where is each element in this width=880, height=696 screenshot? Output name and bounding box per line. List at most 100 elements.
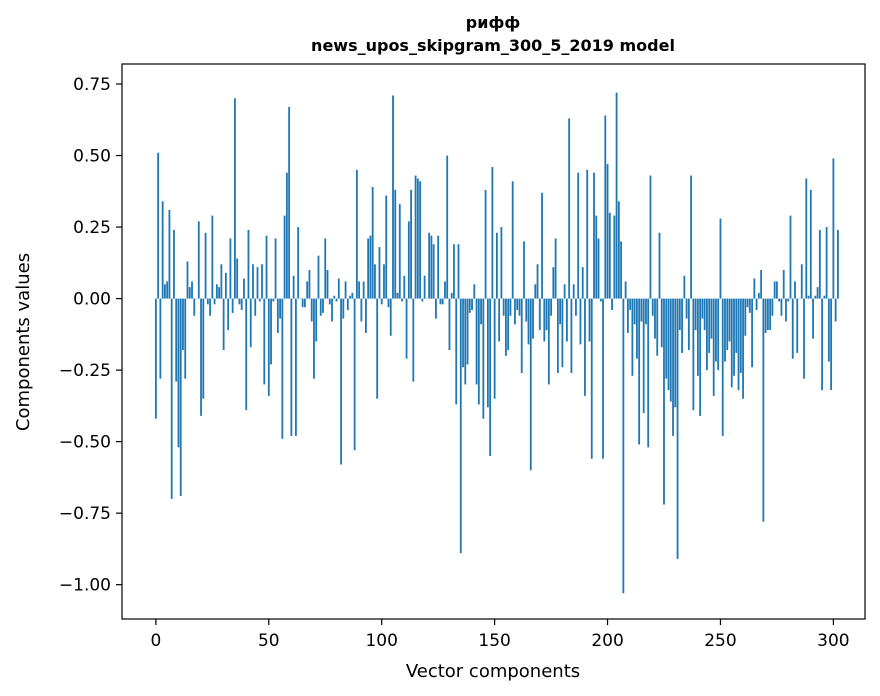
bar-212 (633, 298, 636, 325)
bar-206 (620, 241, 622, 299)
bar-61 (292, 275, 295, 299)
bar-221 (654, 298, 656, 339)
bar-272 (769, 298, 772, 331)
bar-13 (184, 298, 187, 379)
bar-183 (568, 118, 571, 299)
bar-126 (439, 298, 442, 305)
bar-130 (448, 298, 451, 351)
bar-31 (224, 272, 227, 299)
bar-224 (660, 298, 663, 348)
bar-128 (444, 281, 446, 299)
bar-118 (421, 298, 424, 302)
bar-250 (719, 218, 722, 299)
bar-86 (349, 295, 351, 299)
bar-111 (405, 298, 408, 359)
bar-197 (599, 298, 602, 302)
bar-146 (484, 189, 487, 299)
bar-230 (674, 298, 677, 408)
bar-73 (319, 298, 322, 316)
y-tick-label: 0.00 (73, 290, 111, 310)
bar-80 (335, 298, 338, 302)
bar-155 (505, 298, 507, 356)
x-axis-label: Vector components (406, 661, 580, 682)
bar-227 (667, 298, 670, 391)
bar-103 (387, 298, 390, 308)
bar-58 (285, 172, 288, 299)
bar-211 (631, 298, 634, 376)
bar-107 (396, 292, 399, 299)
x-tick-label: 0 (150, 631, 161, 651)
bar-44 (254, 298, 257, 316)
bar-2 (159, 298, 162, 379)
bar-102 (385, 195, 388, 299)
bar-119 (423, 275, 426, 299)
bar-258 (737, 298, 740, 391)
bar-123 (432, 244, 435, 299)
bar-74 (322, 298, 324, 313)
bar-208 (624, 281, 627, 299)
bar-254 (728, 298, 731, 342)
bar-105 (392, 95, 394, 299)
bar-216 (642, 298, 645, 414)
bar-242 (701, 298, 704, 319)
bar-35 (234, 98, 236, 299)
bar-290 (809, 189, 812, 299)
y-tick-label: 0.50 (73, 147, 111, 167)
bar-271 (766, 298, 769, 331)
bar-151 (495, 232, 498, 299)
plot-frame (121, 63, 866, 620)
bar-99 (378, 247, 381, 299)
bar-144 (480, 298, 482, 325)
bar-277 (780, 298, 783, 316)
bar-19 (197, 221, 200, 299)
bar-207 (622, 298, 625, 594)
bar-257 (735, 298, 738, 353)
bar-98 (376, 298, 379, 399)
bar-6 (168, 209, 171, 299)
bar-79 (333, 295, 336, 299)
bar-255 (730, 298, 733, 388)
bar-83 (342, 298, 345, 319)
bar-92 (362, 281, 365, 299)
bar-40 (245, 298, 248, 411)
bar-163 (523, 241, 525, 299)
x-tick-label: 200 (591, 631, 623, 651)
bar-106 (394, 189, 397, 299)
bar-71 (315, 298, 318, 342)
bar-180 (561, 298, 564, 368)
bar-104 (389, 298, 392, 336)
bar-199 (604, 115, 607, 299)
bar-22 (204, 232, 207, 299)
bar-60 (290, 298, 293, 436)
bar-68 (308, 269, 311, 299)
bar-253 (726, 298, 729, 351)
bar-145 (482, 298, 485, 419)
bar-29 (220, 264, 223, 299)
bar-109 (401, 298, 403, 302)
bar-233 (681, 298, 683, 353)
bar-237 (690, 175, 693, 299)
bar-124 (435, 298, 437, 319)
bar-195 (595, 215, 598, 299)
bar-122 (430, 235, 433, 299)
bar-93 (365, 298, 367, 333)
x-tick-label: 100 (365, 631, 397, 651)
bar-213 (636, 298, 638, 359)
bar-181 (563, 284, 566, 299)
bar-112 (407, 221, 410, 299)
bar-140 (471, 298, 473, 311)
bar-185 (572, 284, 575, 299)
bar-248 (715, 298, 717, 362)
bar-238 (692, 298, 695, 411)
bar-161 (518, 298, 521, 316)
bar-281 (789, 215, 792, 299)
bar-280 (787, 298, 790, 302)
bar-205 (617, 201, 620, 299)
bar-292 (814, 295, 817, 299)
x-tick-label: 250 (704, 631, 736, 651)
bar-191 (586, 169, 589, 299)
bar-21 (202, 298, 205, 399)
bar-269 (762, 298, 765, 522)
bar-154 (502, 298, 505, 316)
